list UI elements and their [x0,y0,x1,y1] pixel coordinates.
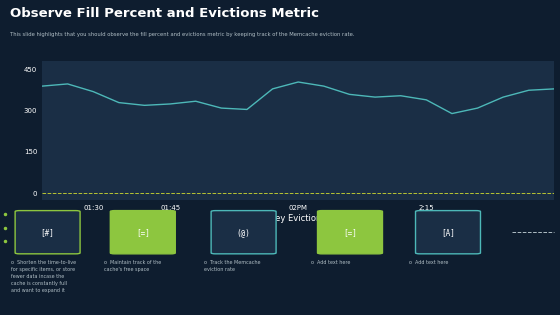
Text: [=]: [=] [343,228,357,237]
Text: Observe Fill Percent and Evictions Metric: Observe Fill Percent and Evictions Metri… [10,7,319,20]
Text: This slide highlights that you should observe the fill percent and evictions met: This slide highlights that you should ob… [10,32,354,37]
FancyBboxPatch shape [110,211,175,254]
Text: o  Track the Memcache
eviction rate: o Track the Memcache eviction rate [204,260,261,272]
Text: o  Add text here: o Add text here [311,260,350,265]
FancyBboxPatch shape [211,211,276,254]
FancyBboxPatch shape [416,211,480,254]
Text: [=]: [=] [136,228,150,237]
Text: o  Add text here: o Add text here [409,260,448,265]
X-axis label: Key Evictions: Key Evictions [270,214,326,223]
Text: [#]: [#] [41,228,54,237]
Text: o  Maintain track of the
cache's free space: o Maintain track of the cache's free spa… [104,260,161,272]
Text: o  Shorten the time-to-live
for specific items, or store
fewer data incase the
c: o Shorten the time-to-live for specific … [11,260,76,293]
Text: [A]: [A] [441,228,455,237]
FancyBboxPatch shape [318,211,382,254]
FancyBboxPatch shape [15,211,80,254]
Text: (@): (@) [237,228,250,237]
